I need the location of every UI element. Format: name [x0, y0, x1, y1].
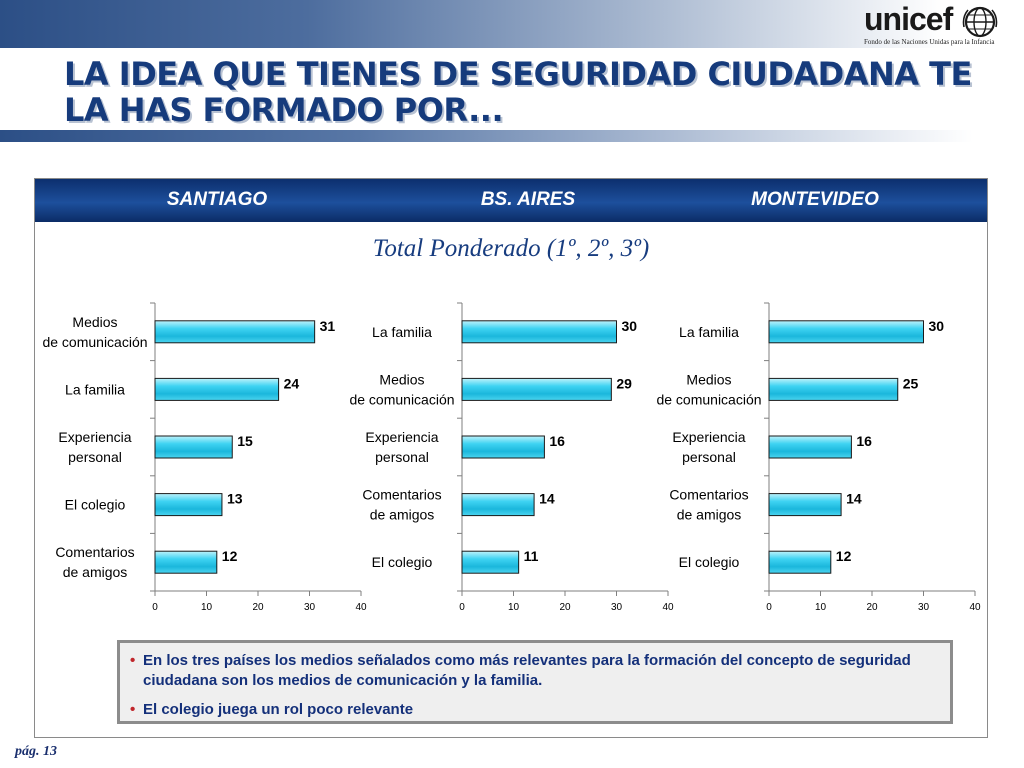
- data-label: 16: [549, 433, 565, 449]
- data-label: 12: [222, 548, 238, 564]
- category-label: Comentarios de amigos: [55, 544, 134, 580]
- data-label: 11: [524, 548, 539, 564]
- chart-subtitle: Total Ponderado (1º, 2º, 3º): [372, 235, 650, 262]
- value-tick-label: 10: [508, 602, 520, 613]
- value-tick-label: 40: [662, 602, 674, 613]
- data-label: 12: [836, 548, 852, 564]
- value-tick-label: 30: [304, 602, 316, 613]
- bullet-icon: •: [130, 701, 136, 718]
- bar: [461, 377, 612, 401]
- bar: [768, 550, 832, 574]
- data-label: 24: [284, 375, 300, 391]
- value-tick-label: 20: [866, 602, 878, 613]
- value-tick-label: 10: [201, 602, 213, 613]
- category-label: Medios de comunicación: [349, 371, 454, 407]
- data-label: 29: [616, 375, 632, 391]
- bar: [154, 550, 218, 574]
- bar: [461, 550, 520, 574]
- category-label: Medios de comunicación: [42, 314, 147, 350]
- value-tick-label: 40: [969, 602, 981, 613]
- value-tick-label: 40: [355, 602, 367, 613]
- bar: [768, 377, 899, 401]
- note-item: • En los tres países los medios señalado…: [130, 651, 938, 691]
- value-tick-label: 30: [611, 602, 623, 613]
- data-label: 31: [320, 318, 336, 334]
- value-tick-label: 0: [152, 602, 158, 613]
- bar: [768, 435, 852, 459]
- category-label: El colegio: [372, 554, 433, 570]
- bar: [154, 320, 316, 344]
- value-tick-label: 20: [252, 602, 264, 613]
- logo-tagline: Fondo de las Naciones Unidas para la Inf…: [864, 38, 995, 46]
- note-item: • El colegio juega un rol poco relevante: [130, 700, 938, 720]
- notes-box: • En los tres países los medios señalado…: [117, 640, 953, 724]
- data-label: 25: [903, 375, 919, 391]
- unicef-emblem-icon: [962, 6, 998, 38]
- data-label: 13: [227, 491, 243, 507]
- logo-wordmark: unicef: [864, 1, 953, 37]
- value-tick-label: 0: [766, 602, 772, 613]
- data-label: 30: [929, 318, 945, 334]
- results-panel: SANTIAGO BS. AIRES MONTEVIDEO Total Pond…: [34, 178, 988, 738]
- note-text: En los tres países los medios señalados …: [143, 652, 911, 689]
- data-label: 16: [856, 433, 872, 449]
- title-underline-band: [0, 130, 1024, 142]
- city-label-montevideo: MONTEVIDEO: [751, 189, 879, 210]
- unicef-logo: unicef Fondo de las Naciones Unidas para…: [860, 1, 1002, 47]
- city-header-bar: SANTIAGO BS. AIRES MONTEVIDEO: [35, 179, 987, 222]
- bar: [154, 493, 223, 517]
- category-label: Experiencia personal: [58, 429, 131, 465]
- page-title: LA IDEA QUE TIENES DE SEGURIDAD CIUDADAN…: [64, 55, 972, 129]
- value-tick-label: 10: [815, 602, 827, 613]
- bar: [154, 435, 233, 459]
- top-gradient-band: [0, 0, 1024, 48]
- data-label: 15: [237, 433, 253, 449]
- bar: [461, 435, 545, 459]
- data-label: 14: [846, 491, 862, 507]
- value-tick-label: 30: [918, 602, 930, 613]
- data-label: 30: [622, 318, 638, 334]
- category-label: El colegio: [65, 497, 126, 513]
- city-label-santiago: SANTIAGO: [166, 189, 268, 210]
- bullet-icon: •: [130, 652, 136, 669]
- category-label: Experiencia personal: [365, 429, 438, 465]
- bar: [154, 377, 280, 401]
- bar: [461, 320, 617, 344]
- note-text: El colegio juega un rol poco relevante: [143, 701, 414, 718]
- city-label-bs-aires: BS. AIRES: [480, 189, 576, 210]
- page-number: pág. 13: [15, 744, 57, 759]
- value-tick-label: 20: [559, 602, 571, 613]
- bar: [768, 493, 842, 517]
- category-label: La familia: [679, 324, 739, 340]
- bar: [768, 320, 924, 344]
- category-label: Experiencia personal: [672, 429, 745, 465]
- category-label: El colegio: [679, 554, 740, 570]
- category-label: Comentarios de amigos: [669, 487, 748, 523]
- category-label: La familia: [65, 381, 125, 397]
- category-label: Comentarios de amigos: [362, 487, 441, 523]
- category-label: Medios de comunicación: [656, 371, 761, 407]
- data-label: 14: [539, 491, 555, 507]
- value-tick-label: 0: [459, 602, 465, 613]
- bar-charts: 0 10 20 30 40 31 Medios de comunicación 24 La fam…: [42, 302, 981, 613]
- bar: [461, 493, 535, 517]
- category-label: La familia: [372, 324, 432, 340]
